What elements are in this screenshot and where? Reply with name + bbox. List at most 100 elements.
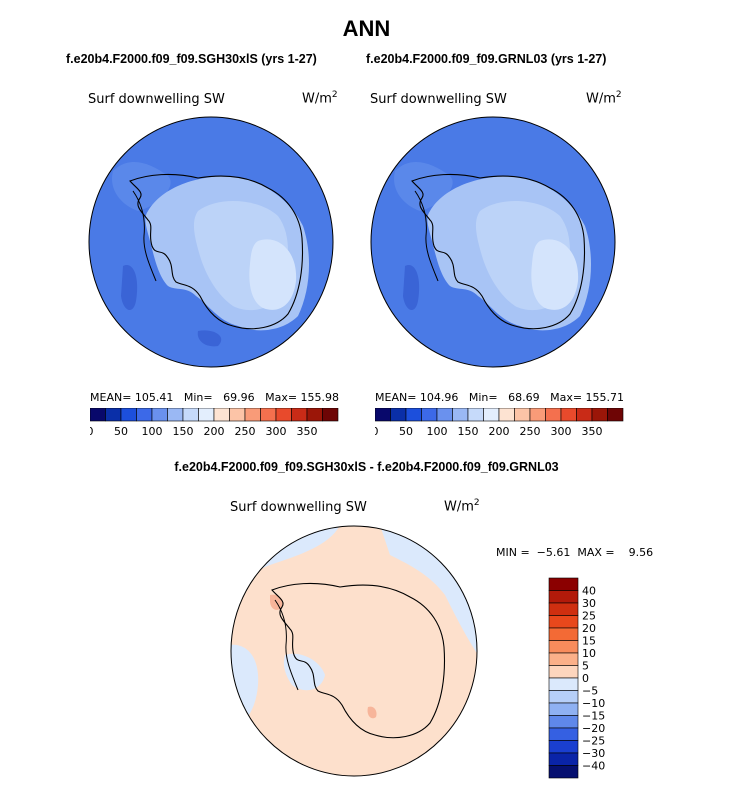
colorbar-tick-label: 150 <box>458 425 479 438</box>
colorbar-swatch <box>529 408 546 422</box>
left-case-title: f.e20b4.F2000.f09_f09.SGH30xlS (yrs 1-27… <box>66 52 317 66</box>
colorbar-tick-label: 50 <box>114 425 128 438</box>
colorbar-tick-label: 20 <box>582 622 596 635</box>
diff-variable-label: Surf downwelling SW <box>230 500 367 515</box>
map-border <box>88 116 334 368</box>
field-patch <box>394 161 453 211</box>
main-title: ANN <box>342 16 391 41</box>
plateau-max-field <box>531 239 579 310</box>
colorbar-swatch <box>90 408 106 422</box>
field-patch <box>112 161 171 211</box>
colorbar-tick-label: −25 <box>582 735 605 748</box>
colorbar-swatch <box>548 702 579 716</box>
colorbar-swatch <box>198 408 215 422</box>
colorbar-swatch <box>275 408 292 422</box>
antarctica-coastline <box>129 173 303 330</box>
colorbar-swatch <box>436 408 453 422</box>
colorbar-swatch <box>548 615 579 629</box>
colorbar-swatch <box>120 408 137 422</box>
colorbar-swatch <box>375 408 391 422</box>
colorbar-swatch <box>405 408 422 422</box>
colorbar-swatch <box>306 408 323 422</box>
map-border <box>230 525 478 777</box>
colorbar-swatch <box>213 408 230 422</box>
antarctica-coastline <box>271 582 445 739</box>
colorbar-tick-label: 30 <box>582 597 596 610</box>
colorbar-swatch <box>548 577 579 591</box>
colorbar-tick-label: 15 <box>582 635 596 648</box>
low-field-patch <box>121 265 138 311</box>
colorbar-tick-label: 25 <box>582 610 596 623</box>
colorbar-swatch <box>548 627 579 641</box>
right-colorbar: 0 50 100 150 200 250 300 350 <box>375 408 624 438</box>
colorbar-tick-label: 200 <box>489 425 510 438</box>
left-colorbar: 0 50 100 150 200 250 300 350 <box>90 408 339 438</box>
colorbar-swatch <box>548 752 579 766</box>
right-units-label: W/m2 <box>586 90 622 107</box>
colorbar-swatch <box>548 765 579 779</box>
colorbar-swatch <box>548 740 579 754</box>
colorbar-swatch <box>167 408 184 422</box>
colorbar-tick-label: 200 <box>204 425 225 438</box>
difference-title: f.e20b4.F2000.f09_f09.SGH30xlS - f.e20b4… <box>174 460 559 474</box>
right-polar-map <box>370 116 616 368</box>
colorbar-tick-label: −5 <box>582 685 598 698</box>
colorbar-swatch <box>105 408 122 422</box>
colorbar-tick-label: 250 <box>235 425 256 438</box>
difference-polar-map <box>230 525 478 777</box>
colorbar-tick-label: 0 <box>90 425 94 438</box>
low-field-patch <box>403 265 420 311</box>
colorbar-tick-label: 100 <box>427 425 448 438</box>
colorbar-tick-label: 5 <box>582 660 589 673</box>
colorbar-swatch <box>560 408 577 422</box>
right-variable-label: Surf downwelling SW <box>370 92 507 107</box>
right-stats: MEAN= 104.96 Min= 68.69 Max= 155.71 <box>375 391 625 404</box>
colorbar-swatch <box>421 408 438 422</box>
colorbar-swatch <box>548 652 579 666</box>
colorbar-tick-label: 350 <box>297 425 318 438</box>
diff-stats: MIN = −5.61 MAX = 9.56 <box>496 546 654 559</box>
plateau-max-field <box>249 239 297 310</box>
colorbar-swatch <box>390 408 407 422</box>
colorbar-tick-label: −30 <box>582 747 605 760</box>
colorbar-tick-label: 250 <box>520 425 541 438</box>
colorbar-swatch <box>607 408 624 422</box>
colorbar-swatch <box>151 408 168 422</box>
colorbar-swatch <box>244 408 261 422</box>
colorbar-swatch <box>548 715 579 729</box>
diff-units-label: W/m2 <box>444 498 480 515</box>
colorbar-swatch <box>548 665 579 679</box>
peninsula-coastline <box>132 190 157 282</box>
low-field-patch <box>197 330 222 347</box>
colorbar-swatch <box>514 408 531 422</box>
colorbar-swatch <box>467 408 484 422</box>
colorbar-swatch <box>548 602 579 616</box>
colorbar-swatch <box>322 408 339 422</box>
colorbar-swatch <box>576 408 593 422</box>
colorbar-tick-label: 100 <box>142 425 163 438</box>
colorbar-tick-label: −10 <box>582 697 605 710</box>
left-variable-label: Surf downwelling SW <box>88 92 225 107</box>
colorbar-tick-label: 300 <box>266 425 287 438</box>
colorbar-swatch <box>260 408 277 422</box>
colorbar-swatch <box>136 408 153 422</box>
colorbar-swatch <box>548 640 579 654</box>
colorbar-tick-label: 0 <box>582 672 589 685</box>
colorbar-swatch <box>548 677 579 691</box>
colorbar-swatch <box>483 408 500 422</box>
colorbar-tick-label: 10 <box>582 647 596 660</box>
colorbar-tick-label: −40 <box>582 760 605 773</box>
colorbar-swatch <box>548 727 579 741</box>
colorbar-tick-label: 350 <box>582 425 603 438</box>
peninsula-coastline <box>414 190 439 282</box>
colorbar-swatch <box>591 408 608 422</box>
colorbar-swatch <box>545 408 562 422</box>
left-stats: MEAN= 105.41 Min= 69.96 Max= 155.98 <box>90 391 340 404</box>
colorbar-swatch <box>291 408 308 422</box>
map-border <box>370 116 616 368</box>
colorbar-swatch <box>548 690 579 704</box>
colorbar-tick-label: −15 <box>582 710 605 723</box>
colorbar-swatch <box>182 408 199 422</box>
left-units-label: W/m2 <box>302 90 338 107</box>
